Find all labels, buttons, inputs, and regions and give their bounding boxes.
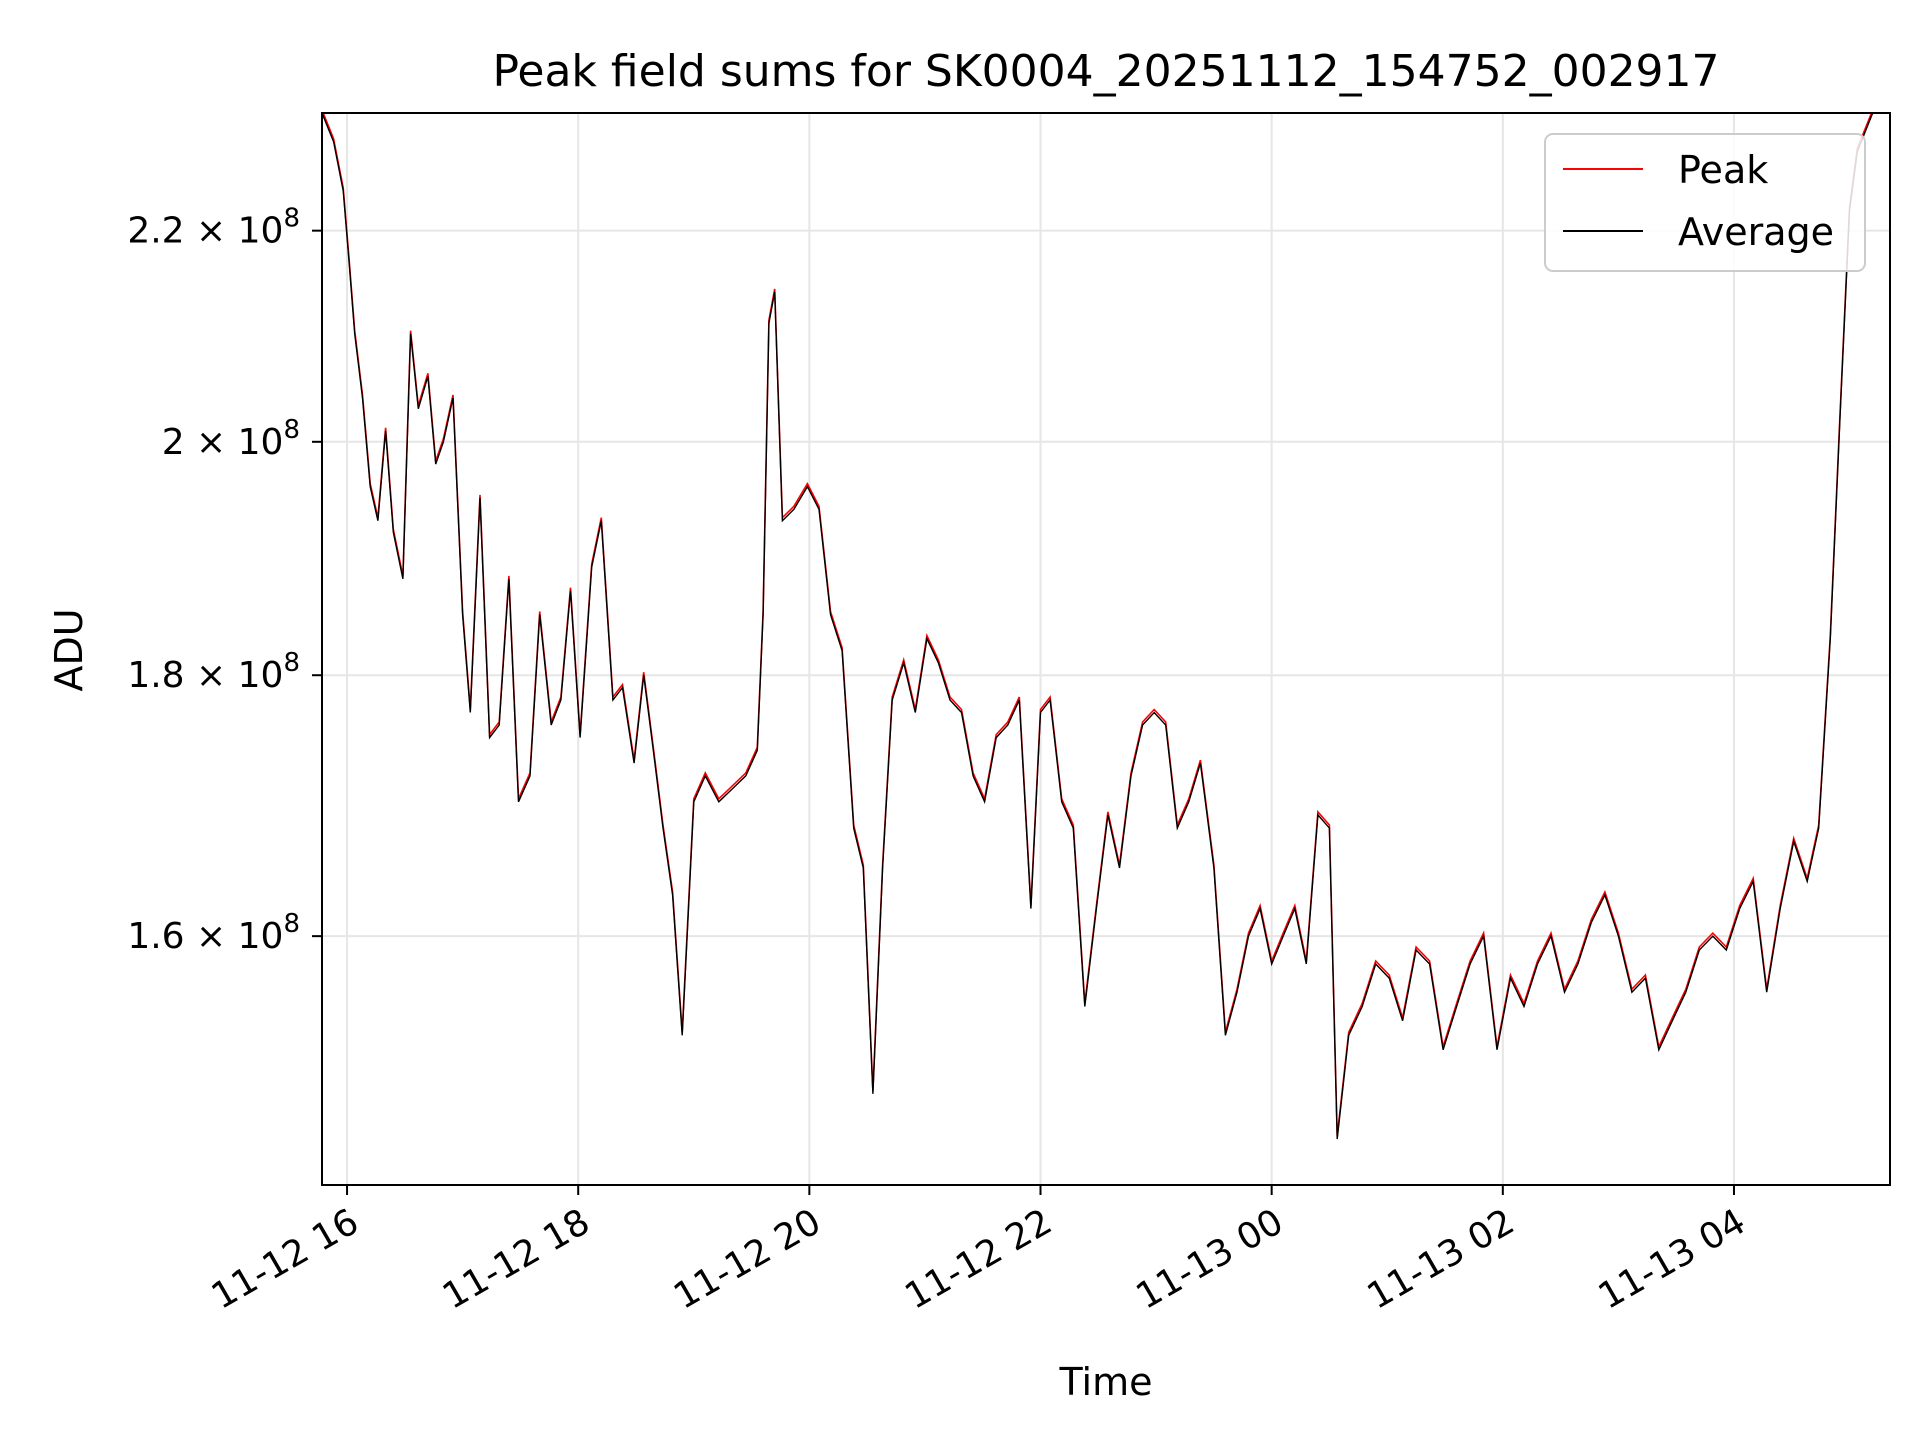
series-line-peak: [322, 113, 1873, 1137]
y-tick-label: 2.2 × 108: [127, 204, 300, 252]
y-axis-label: ADU: [47, 608, 91, 691]
y-tick-label: 1.6 × 108: [127, 909, 300, 957]
legend-label-peak: Peak: [1678, 148, 1768, 192]
y-axis-ticks: 1.6 × 108 1.8 × 108 2 × 108 2.2 × 108: [127, 204, 322, 957]
y-tick-label: 1.8 × 108: [127, 648, 300, 696]
chart-title: Peak field sums for SK0004_20251112_1547…: [492, 46, 1719, 97]
x-axis-label: Time: [1059, 1360, 1153, 1404]
plot-frame: [321, 112, 1891, 1186]
y-tick-label: 2 × 108: [162, 415, 300, 463]
legend-label-average: Average: [1678, 210, 1834, 254]
legend: Peak Average: [1544, 133, 1866, 272]
series-line-average: [322, 113, 1874, 1140]
